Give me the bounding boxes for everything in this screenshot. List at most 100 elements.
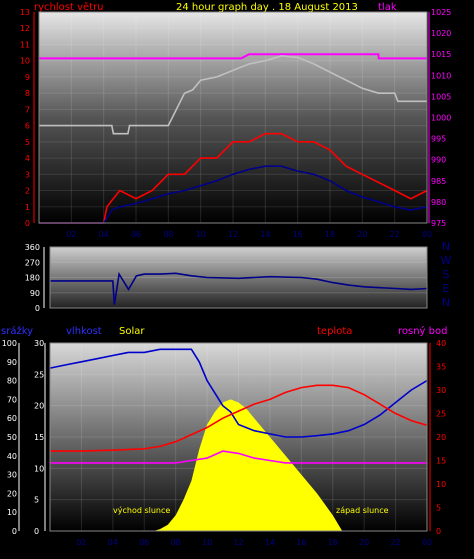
wind-left-label: rychlost větru <box>34 1 104 13</box>
direction-y-tick-label: 360 <box>25 243 40 252</box>
sunset-annotation: západ slunce <box>336 506 389 515</box>
wind-y-tick-label: 5 <box>25 138 30 147</box>
rain-y-tick-label: 50 <box>7 433 17 442</box>
humidity-y-tick-label: 20 <box>34 402 44 411</box>
wind-x-tick-label: 08 <box>163 230 173 239</box>
temp-x-tick-label: 14 <box>265 538 275 547</box>
wind-y-tick-label: 0 <box>25 219 30 228</box>
pressure-y-tick-label: 975 <box>431 219 446 228</box>
temp-y-tick-label: 25 <box>436 410 446 419</box>
temp-x-tick-label: 16 <box>296 538 306 547</box>
temp-x-tick-label: 06 <box>139 538 149 547</box>
wind-x-tick-label: 02 <box>66 230 76 239</box>
wind-x-tick-label: 10 <box>196 230 206 239</box>
humidity-y-tick-label: 10 <box>34 464 44 473</box>
temp-y-tick-label: 15 <box>436 457 446 466</box>
temp-y-tick-label: 40 <box>436 339 446 348</box>
wind-y-tick-label: 10 <box>20 57 30 66</box>
wind-x-tick-label: 18 <box>325 230 335 239</box>
temp-frame <box>49 342 428 532</box>
pressure-y-tick-label: 1010 <box>431 71 451 80</box>
rain-y-tick-label: 90 <box>7 358 17 367</box>
temp-y-tick-label: 0 <box>436 527 441 536</box>
humidity-y-tick-label: 30 <box>34 339 44 348</box>
wind-panel <box>39 12 427 223</box>
direction-y-tick-label: 180 <box>25 274 40 283</box>
dewpoint-line <box>50 450 427 464</box>
dewpoint-label: rosný bod <box>398 325 447 337</box>
pressure-y-tick-label: 1015 <box>431 50 451 59</box>
temp-x-tick-label: 04 <box>108 538 118 547</box>
solar-area <box>153 399 343 531</box>
temperature-chart: 02 04 06 08 10 12 14 16 18 20 22 000102030405060708… <box>2 339 446 547</box>
wind-x-tick-label: 22 <box>390 230 400 239</box>
wind-x-tick-label: 16 <box>293 230 303 239</box>
pressure-y-tick-label: 1025 <box>431 8 451 17</box>
pressure-line <box>39 53 427 60</box>
pressure-y-tick-label: 1020 <box>431 29 451 38</box>
rain-y-tick-label: 70 <box>7 395 17 404</box>
temp-y-tick-label: 20 <box>436 433 446 442</box>
wind-x-tick-label: 14 <box>260 230 270 239</box>
compass-letter: N <box>442 240 450 253</box>
wind-x-tick-label: 04 <box>99 230 109 239</box>
direction-chart: 0 90 180 270 360 <box>25 243 428 313</box>
pressure-y-tick-label: 985 <box>431 177 446 186</box>
chart-title: 24 hour graph day . 18 August 2013 <box>176 2 358 13</box>
wind-line <box>39 132 428 224</box>
wind-x-tick-label: 00 <box>422 230 432 239</box>
wind-y-tick-label: 8 <box>25 89 30 98</box>
direction-y-tick-label: 0 <box>35 304 40 313</box>
pressure-y-tick-label: 1005 <box>431 92 451 101</box>
rain-y-tick-label: 10 <box>7 508 17 517</box>
pressure-y-tick-label: 990 <box>431 156 446 165</box>
temperature-label: teplota <box>317 326 352 337</box>
pressure-y-tick-label: 1000 <box>431 114 451 123</box>
temp-x-tick-label: 10 <box>202 538 212 547</box>
wind-y-tick-label: 12 <box>20 24 30 33</box>
direction-y-tick-label: 90 <box>30 289 40 298</box>
compass-letter: W <box>441 254 452 267</box>
wind-y-tick-label: 2 <box>25 187 30 196</box>
temp-x-tick-label: 20 <box>359 538 369 547</box>
wind_avg-line <box>39 165 428 224</box>
rain-y-tick-label: 40 <box>7 452 17 461</box>
humidity-line <box>49 348 428 438</box>
humidity-y-tick-label: 5 <box>34 496 39 505</box>
humidity-label: vlhkost <box>66 326 102 337</box>
temp-y-tick-label: 30 <box>436 386 446 395</box>
wind-y-tick-label: 6 <box>25 122 30 131</box>
rain-y-tick-label: 60 <box>7 414 17 423</box>
wind-y-tick-label: 1 <box>25 203 30 212</box>
temp-y-tick-label: 10 <box>436 480 446 489</box>
temp-x-tick-label: 02 <box>76 538 86 547</box>
wind-x-tick-label: 06 <box>131 230 141 239</box>
pressure-y-tick-label: 980 <box>431 198 446 207</box>
direction-line <box>50 271 428 305</box>
temp-y-tick-label: 35 <box>436 363 446 372</box>
humidity-y-tick-label: 15 <box>34 433 44 442</box>
wind-x-tick-label: 12 <box>228 230 238 239</box>
temp-x-tick-label: 12 <box>233 538 243 547</box>
rain-y-tick-label: 30 <box>7 471 17 480</box>
humidity-y-tick-label: 25 <box>34 370 44 379</box>
humidity-y-tick-label: 0 <box>34 527 39 536</box>
rain-y-tick-label: 20 <box>7 489 17 498</box>
sunrise-annotation: východ slunce <box>113 506 170 515</box>
pressure-right-label: tlak <box>378 2 397 13</box>
wind-y-tick-label: 13 <box>20 8 30 17</box>
wind-y-tick-label: 11 <box>20 40 30 49</box>
rain-y-tick-label: 100 <box>2 339 17 348</box>
compass-letter: E <box>443 282 450 295</box>
compass-letter: S <box>443 268 450 281</box>
gust-line <box>39 54 427 135</box>
wind-x-tick-label: 20 <box>357 230 367 239</box>
direction-y-tick-label: 270 <box>25 258 40 267</box>
wind-y-tick-label: 3 <box>25 170 30 179</box>
rain-y-tick-label: 80 <box>7 377 17 386</box>
temp-x-tick-label: 08 <box>171 538 181 547</box>
wind-y-tick-label: 7 <box>25 105 30 114</box>
temp-x-tick-label: 22 <box>390 538 400 547</box>
